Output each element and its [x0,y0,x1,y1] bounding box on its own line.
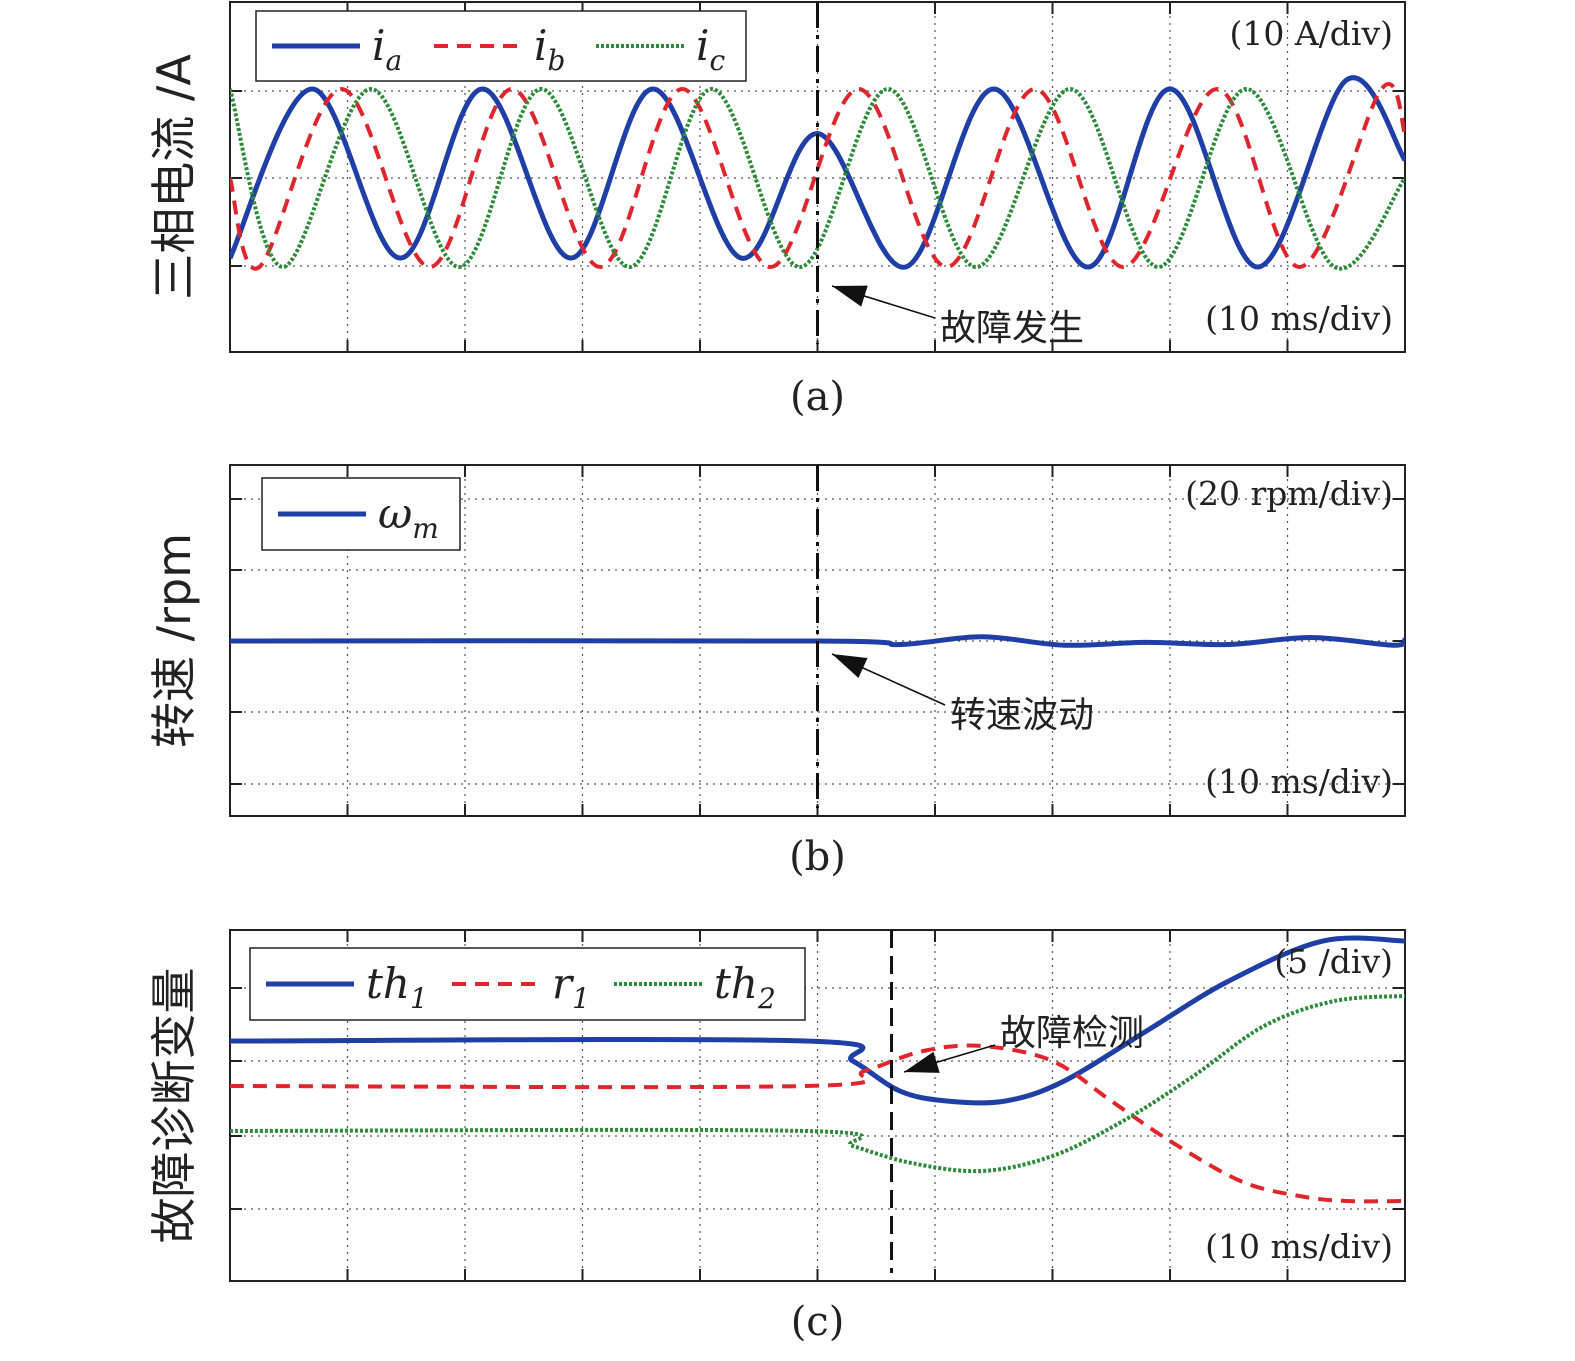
scale-x-label: (10 ms/div) [1205,762,1393,801]
scale-x-label: (10 ms/div) [1205,1227,1393,1266]
legend: ωm [261,477,461,551]
arrow-head-icon [904,1051,940,1073]
scale-y-label: (5 /div) [1274,942,1393,981]
chart-panel-b: 转速波动 (20 rpm/div) (10 ms/div) 转速 /rpm (b) ωm [147,464,1406,880]
arrow-head-icon [832,654,868,679]
legend-label-th-1: th1 [366,959,428,1015]
legend-label-i-a: ia [372,21,402,77]
series-i-a [230,75,1405,270]
series-i-c [230,87,1405,271]
scale-x-label: (10 ms/div) [1205,299,1393,338]
y-axis-label: 三相电流 /A [147,54,201,300]
annotation-label: 故障检测 [1000,1013,1144,1054]
arrow-head-icon [832,285,868,307]
y-axis-label: 转速 /rpm [147,533,201,748]
legend-label-th-2: th2 [714,959,776,1015]
panel-caption: (a) [790,374,845,420]
chart-panel-a: 故障发生(10 A/div)(10 ms/div)三相电流 /A(a)ia ib i… [147,1,1406,420]
panel-caption: (b) [789,834,846,880]
scale-y-label: (10 A/div) [1229,14,1393,53]
annotation-label: 转速波动 [950,695,1094,736]
series-th-2 [230,994,1405,1174]
series-i-b [230,82,1405,271]
y-axis-label: 故障诊断变量 [147,968,201,1244]
legend-label-i-c: ic [696,21,725,77]
series-ω-m [230,634,1405,648]
legend-label-ω-m: ωm [378,489,439,545]
series-r-1 [230,1043,1405,1204]
legend-label-i-b: ib [534,21,565,77]
annotation-label: 故障发生 [940,308,1084,349]
legend: th1 r1 th2 [249,947,806,1021]
series-th-1 [230,935,1405,1106]
panel-caption: (c) [791,1299,845,1345]
legend-label-r-1: r1 [552,959,590,1015]
scale-y-label: (20 rpm/div) [1185,474,1393,513]
chart-panel-c: 故障检测 (5 /div) (10 ms/div) 故障诊断变量 (c) th1 r1 th2 [147,929,1406,1345]
legend: ia ib ic [255,10,747,82]
